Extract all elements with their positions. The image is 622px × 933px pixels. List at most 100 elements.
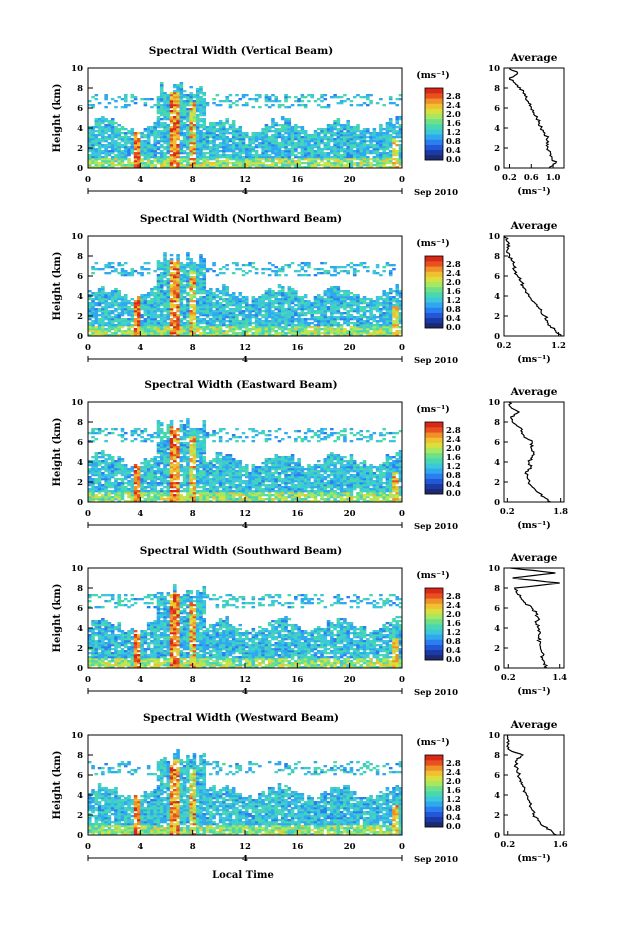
heatmap-cell	[91, 304, 95, 306]
heatmap-cell	[343, 154, 347, 156]
heatmap-cell	[359, 138, 363, 140]
heatmap-cell	[238, 320, 242, 322]
colorbar-tick-label: 1.6	[446, 119, 461, 129]
heatmap-cell	[232, 324, 236, 326]
heatmap-cell	[219, 330, 223, 332]
heatmap-cell	[101, 268, 105, 270]
heatmap-cell	[268, 274, 272, 276]
heatmap-cell	[320, 138, 324, 140]
heatmap-cell	[346, 312, 350, 314]
heatmap-cell	[235, 156, 239, 158]
heatmap-cell	[160, 114, 164, 116]
heatmap-cell	[232, 158, 236, 160]
heatmap-cell	[333, 150, 337, 152]
heatmap-cell	[320, 268, 324, 270]
heatmap-cell	[189, 318, 193, 320]
heatmap-cell	[392, 296, 396, 298]
heatmap-cell	[153, 330, 157, 332]
heatmap-cell	[186, 332, 190, 334]
heatmap-cell	[189, 314, 193, 316]
heatmap-cell	[91, 306, 95, 308]
heatmap-cell	[202, 156, 206, 158]
heatmap-cell	[176, 276, 180, 278]
heatmap-cell	[193, 162, 197, 164]
heatmap-cell	[222, 126, 226, 128]
heatmap-cell	[88, 464, 92, 466]
heatmap-cell	[117, 292, 121, 294]
heatmap-cell	[379, 330, 383, 332]
heatmap-cell	[183, 114, 187, 116]
heatmap-cell	[137, 140, 141, 142]
heatmap-cell	[140, 300, 144, 302]
heatmap-cell	[238, 150, 242, 152]
heatmap-cell	[144, 308, 148, 310]
heatmap-cell	[91, 312, 95, 314]
heatmap-cell	[150, 310, 154, 312]
heatmap-cell	[173, 92, 177, 94]
heatmap-cell	[140, 142, 144, 144]
heatmap-cell	[202, 114, 206, 116]
heatmap-cell	[307, 308, 311, 310]
heatmap-cell	[199, 126, 203, 128]
heatmap-cell	[144, 158, 148, 160]
heatmap-cell	[297, 136, 301, 138]
heatmap-cell	[212, 292, 216, 294]
heatmap-cell	[199, 118, 203, 120]
heatmap-cell	[229, 124, 233, 126]
heatmap-cell	[121, 302, 125, 304]
heatmap-cell	[297, 328, 301, 330]
heatmap-cell	[180, 290, 184, 292]
heatmap-cell	[304, 262, 308, 264]
heatmap-cell	[333, 138, 337, 140]
heatmap-cell	[268, 308, 272, 310]
heatmap-cell	[176, 146, 180, 148]
heatmap-cell	[382, 316, 386, 318]
heatmap-cell	[395, 134, 399, 136]
heatmap-cell	[317, 98, 321, 100]
heatmap-cell	[225, 294, 229, 296]
heatmap-cell	[193, 286, 197, 288]
heatmap-cell	[314, 136, 318, 138]
heatmap-cell	[95, 304, 99, 306]
heatmap-cell	[153, 138, 157, 140]
heatmap-cell	[91, 132, 95, 134]
heatmap-cell	[255, 328, 259, 330]
heatmap-cell	[199, 146, 203, 148]
heatmap-cell	[307, 136, 311, 138]
heatmap-cell	[353, 264, 357, 266]
heatmap-cell	[330, 298, 334, 300]
heatmap-cell	[294, 160, 298, 162]
heatmap-cell	[392, 314, 396, 316]
panel-title: Spectral Width (Northward Beam)	[140, 213, 342, 225]
heatmap-cell	[369, 312, 373, 314]
heatmap-cell	[117, 326, 121, 328]
heatmap-cell	[288, 310, 292, 312]
heatmap-cell	[395, 292, 399, 294]
heatmap-cell	[101, 290, 105, 292]
heatmap-cell	[288, 304, 292, 306]
heatmap-cell	[140, 268, 144, 270]
heatmap-cell	[199, 318, 203, 320]
heatmap-cell	[301, 156, 305, 158]
heatmap-cell	[395, 308, 399, 310]
heatmap-cell	[225, 160, 229, 162]
heatmap-cell	[379, 320, 383, 322]
heatmap-cell	[108, 494, 112, 496]
heatmap-cell	[235, 142, 239, 144]
heatmap-cell	[265, 302, 269, 304]
heatmap-cell	[288, 138, 292, 140]
heatmap-cell	[173, 90, 177, 92]
heatmap-cell	[193, 100, 197, 102]
heatmap-cell	[379, 124, 383, 126]
heatmap-cell	[288, 320, 292, 322]
heatmap-cell	[108, 136, 112, 138]
heatmap-cell	[147, 306, 151, 308]
heatmap-cell	[153, 142, 157, 144]
heatmap-cell	[219, 320, 223, 322]
heatmap-cell	[176, 268, 180, 270]
heatmap-cell	[88, 144, 92, 146]
heatmap-cell	[389, 320, 393, 322]
heatmap-cell	[173, 156, 177, 158]
heatmap-cell	[144, 312, 148, 314]
heatmap-cell	[124, 466, 128, 468]
